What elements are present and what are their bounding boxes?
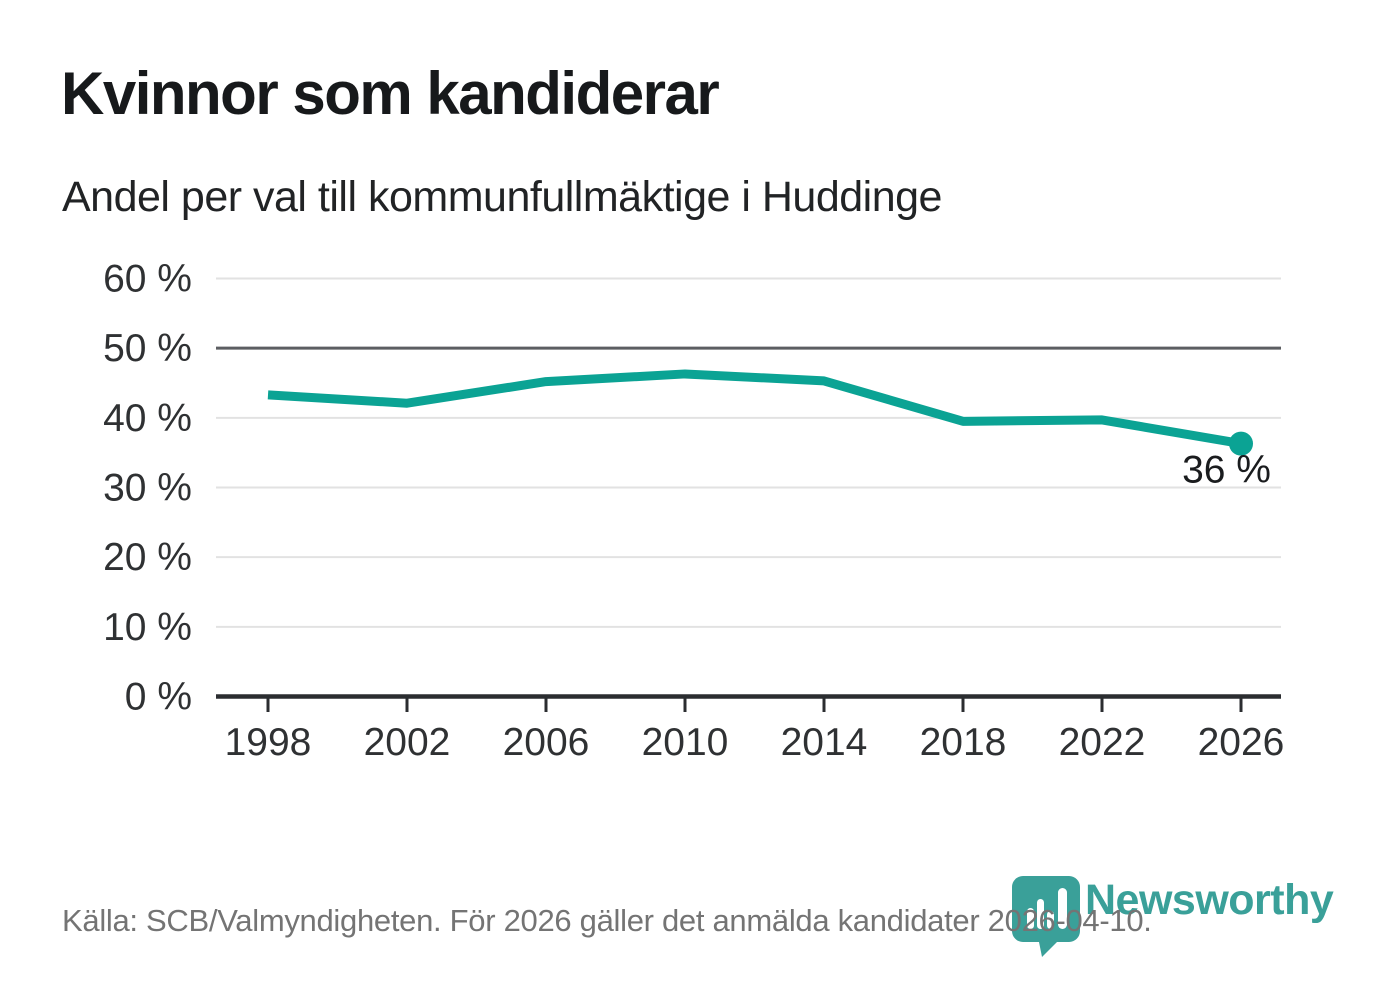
bar-chart-pin-icon: [1012, 876, 1080, 957]
y-axis-label: 0 %: [125, 676, 192, 719]
newsworthy-wordmark: Newsworthy: [1085, 876, 1334, 924]
data-line: [267, 369, 1242, 449]
end-value-label: 36 %: [1182, 449, 1271, 492]
y-axis-label: 50 %: [103, 327, 192, 370]
y-axis-label: 40 %: [103, 397, 192, 440]
y-axis-label: 30 %: [103, 467, 192, 510]
x-axis-label: 2026: [1198, 721, 1285, 764]
chart-subtitle: Andel per val till kommunfullmäktige i H…: [62, 173, 942, 221]
y-axis-label: 60 %: [103, 258, 192, 301]
x-axis-label: 2002: [364, 721, 451, 764]
x-axis-label: 2022: [1059, 721, 1146, 764]
y-axis-label: 10 %: [103, 606, 192, 649]
end-point-dot: [1229, 431, 1253, 456]
x-axis-label: 2006: [503, 721, 590, 764]
x-axis-label: 2014: [781, 721, 868, 764]
chart-title: Kvinnor som kandiderar: [61, 60, 720, 127]
x-axis-label: 2018: [920, 721, 1007, 764]
source-text: Källa: SCB/Valmyndigheten. För 2026 gäll…: [62, 903, 1152, 938]
x-axis-label: 2010: [642, 721, 729, 764]
x-axis-label: 1998: [225, 721, 312, 764]
y-axis-label: 20 %: [103, 536, 192, 579]
